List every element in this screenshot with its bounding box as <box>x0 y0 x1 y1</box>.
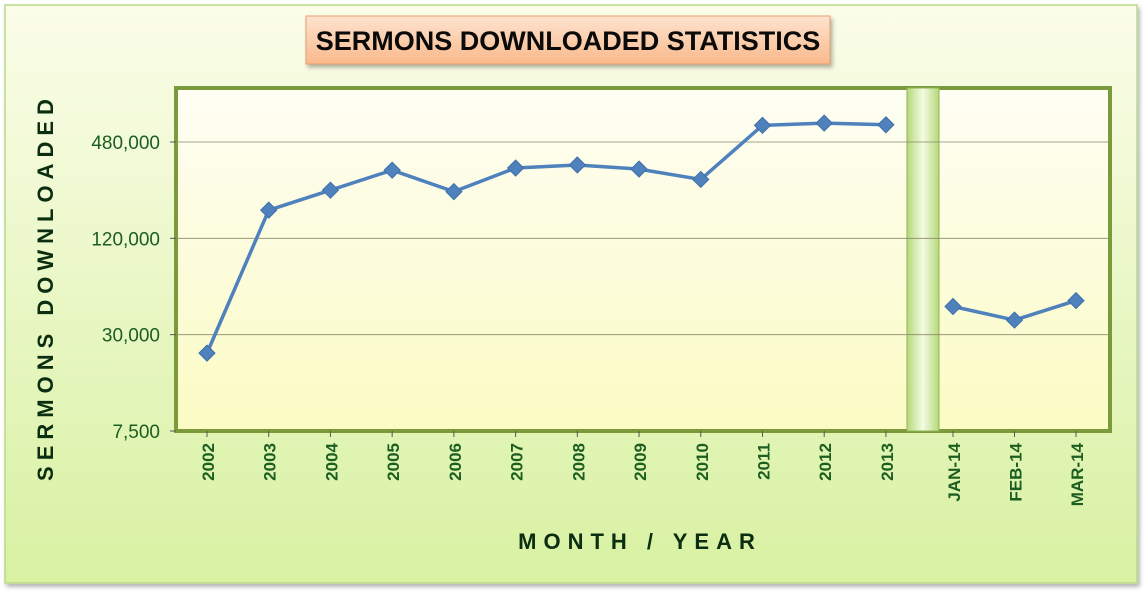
x-tick-label: 2007 <box>508 443 527 481</box>
chart-title-box: SERMONS DOWNLOADED STATISTICS <box>305 15 831 65</box>
y-tick-label: 480,000 <box>91 133 160 154</box>
x-tick-label: 2002 <box>199 443 218 481</box>
grid-lines <box>178 141 1108 336</box>
data-point-marker <box>753 116 772 135</box>
y-tick-label: 120,000 <box>91 229 160 250</box>
x-axis-ticks: 2002 2003 2004 2005 2006 2007 2008 2009 2010 2011… <box>199 431 1087 506</box>
x-tick-label: 2011 <box>754 443 773 480</box>
data-point-marker <box>383 161 401 179</box>
data-point-marker <box>445 182 463 201</box>
data-point-marker <box>1005 311 1024 329</box>
x-tick-label: 2003 <box>261 443 280 481</box>
x-tick-label: 2008 <box>569 443 588 481</box>
data-point-marker <box>1067 291 1085 310</box>
x-tick-label: 2012 <box>816 443 835 481</box>
x-tick-label: FEB-14 <box>1007 442 1026 501</box>
data-point-marker <box>944 297 962 316</box>
series-line <box>205 121 886 354</box>
segment-separator <box>906 87 940 432</box>
series-markers <box>198 114 1085 362</box>
chart-title: SERMONS DOWNLOADED STATISTICS <box>316 26 821 56</box>
data-point-marker <box>877 116 895 134</box>
y-axis-title: SERMONS DOWNLOADED <box>33 93 58 481</box>
data-point-marker <box>692 170 710 189</box>
data-point-marker <box>198 344 216 362</box>
x-tick-label: JAN-14 <box>945 442 964 501</box>
x-tick-label: 2004 <box>322 442 341 480</box>
x-tick-label: 2010 <box>693 443 712 481</box>
data-point-marker <box>630 160 648 178</box>
x-tick-label: 2009 <box>631 443 650 481</box>
data-point-marker <box>568 156 587 174</box>
x-tick-label: MAR-14 <box>1068 442 1087 506</box>
y-tick-label: 7,500 <box>112 422 160 443</box>
x-tick-label: 2006 <box>446 443 465 481</box>
plot-area <box>174 86 1112 433</box>
data-point-marker <box>321 181 340 199</box>
y-axis-ticks: 7,500 30,000 120,000 480,000 <box>91 133 176 443</box>
x-tick-label: 2013 <box>878 443 897 481</box>
x-axis-title: MONTH / YEAR <box>518 529 762 554</box>
data-point-marker <box>260 201 278 219</box>
data-point-marker <box>815 114 833 132</box>
data-point-marker <box>506 159 525 177</box>
x-tick-label: 2005 <box>384 443 403 481</box>
y-tick-label: 30,000 <box>102 326 160 347</box>
